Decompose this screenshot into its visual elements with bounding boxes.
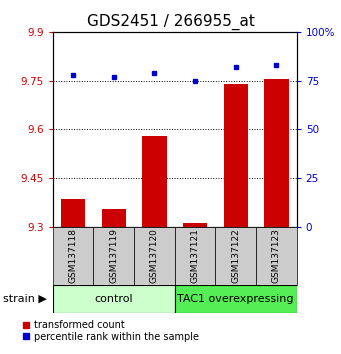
Bar xyxy=(61,199,85,227)
Bar xyxy=(102,209,126,227)
Bar xyxy=(175,227,216,285)
Text: strain ▶: strain ▶ xyxy=(3,294,47,304)
Bar xyxy=(224,84,248,227)
Bar xyxy=(93,227,134,285)
Bar xyxy=(175,285,297,313)
Text: control: control xyxy=(94,294,133,304)
Bar xyxy=(142,136,167,227)
Text: GSM137122: GSM137122 xyxy=(231,228,240,283)
Bar xyxy=(264,79,288,227)
Text: GSM137120: GSM137120 xyxy=(150,228,159,283)
Text: GSM137118: GSM137118 xyxy=(69,228,78,283)
Text: GSM137119: GSM137119 xyxy=(109,228,118,283)
Bar xyxy=(256,227,297,285)
Bar xyxy=(183,223,207,227)
Text: GSM137123: GSM137123 xyxy=(272,228,281,283)
Legend: transformed count, percentile rank within the sample: transformed count, percentile rank withi… xyxy=(22,320,198,342)
Bar xyxy=(53,227,93,285)
Bar xyxy=(53,285,175,313)
Text: TAC1 overexpressing: TAC1 overexpressing xyxy=(177,294,294,304)
Text: GDS2451 / 266955_at: GDS2451 / 266955_at xyxy=(87,14,254,30)
Text: GSM137121: GSM137121 xyxy=(191,228,199,283)
Bar xyxy=(216,227,256,285)
Bar xyxy=(134,227,175,285)
